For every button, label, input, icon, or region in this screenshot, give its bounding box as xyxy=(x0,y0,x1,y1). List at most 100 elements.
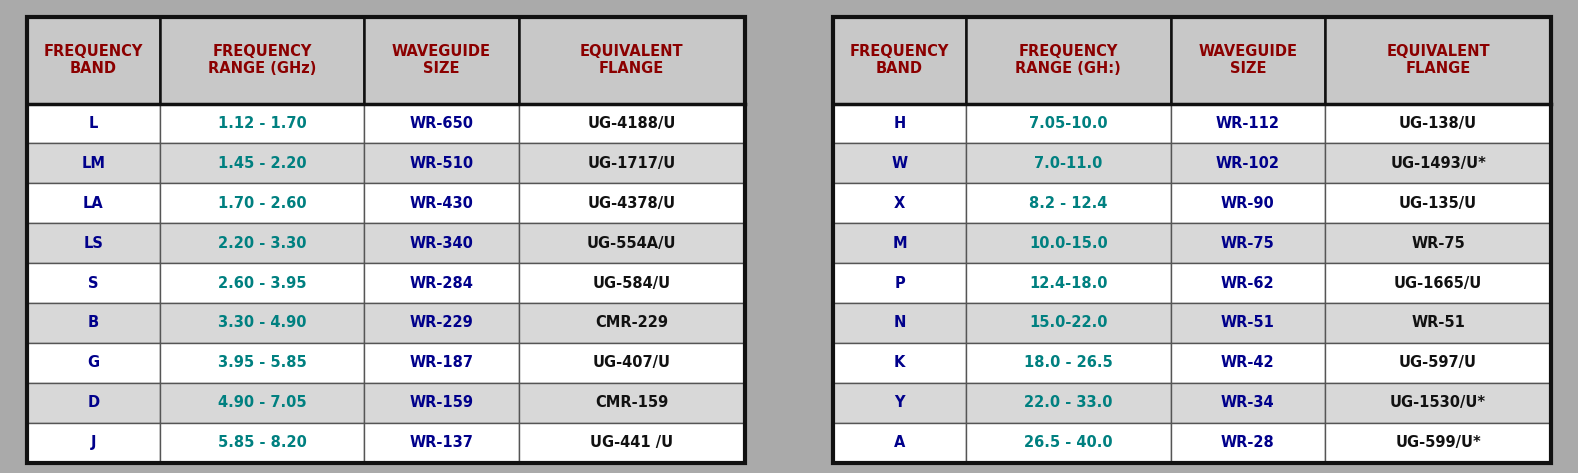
Text: A: A xyxy=(893,435,906,450)
Text: K: K xyxy=(893,355,906,370)
Bar xyxy=(966,383,1171,423)
Text: UG-1717/U: UG-1717/U xyxy=(587,156,675,171)
Text: UG-4378/U: UG-4378/U xyxy=(587,196,675,211)
Bar xyxy=(27,263,159,303)
Bar xyxy=(966,343,1171,383)
Text: CMR-229: CMR-229 xyxy=(595,315,667,331)
Bar xyxy=(519,223,745,263)
Text: WR-102: WR-102 xyxy=(1215,156,1280,171)
Bar xyxy=(519,303,745,343)
Bar xyxy=(519,184,745,223)
Bar xyxy=(833,423,966,463)
Bar xyxy=(27,104,159,143)
Text: Y: Y xyxy=(895,395,904,410)
Bar xyxy=(519,423,745,463)
Bar xyxy=(1326,263,1551,303)
Bar xyxy=(1171,223,1326,263)
Bar xyxy=(365,343,519,383)
Text: 3.30 - 4.90: 3.30 - 4.90 xyxy=(218,315,306,331)
Bar xyxy=(1171,343,1326,383)
Bar xyxy=(365,383,519,423)
Bar xyxy=(966,184,1171,223)
Bar xyxy=(365,17,519,104)
Text: B: B xyxy=(88,315,99,331)
Bar xyxy=(159,184,365,223)
Bar xyxy=(27,143,159,184)
Text: X: X xyxy=(895,196,906,211)
Text: WAVEGUIDE
SIZE: WAVEGUIDE SIZE xyxy=(391,44,491,76)
Text: WR-510: WR-510 xyxy=(409,156,473,171)
Bar xyxy=(1171,383,1326,423)
Bar xyxy=(159,223,365,263)
Text: 10.0-15.0: 10.0-15.0 xyxy=(1029,236,1108,251)
Text: UG-407/U: UG-407/U xyxy=(593,355,671,370)
Bar xyxy=(833,263,966,303)
Bar xyxy=(519,383,745,423)
Bar xyxy=(833,17,966,104)
Text: EQUIVALENT
FLANGE: EQUIVALENT FLANGE xyxy=(1387,44,1490,76)
Text: WR-159: WR-159 xyxy=(409,395,473,410)
Bar xyxy=(1171,104,1326,143)
Text: WR-42: WR-42 xyxy=(1221,355,1275,370)
Text: 5.85 - 8.20: 5.85 - 8.20 xyxy=(218,435,306,450)
Bar xyxy=(27,303,159,343)
Bar xyxy=(365,143,519,184)
Bar xyxy=(1326,143,1551,184)
Bar xyxy=(1326,223,1551,263)
Text: LM: LM xyxy=(80,156,106,171)
Bar xyxy=(159,343,365,383)
Text: 4.90 - 7.05: 4.90 - 7.05 xyxy=(218,395,306,410)
Text: WAVEGUIDE
SIZE: WAVEGUIDE SIZE xyxy=(1198,44,1297,76)
Text: 15.0-22.0: 15.0-22.0 xyxy=(1029,315,1108,331)
Text: 2.20 - 3.30: 2.20 - 3.30 xyxy=(218,236,306,251)
Text: 8.2 - 12.4: 8.2 - 12.4 xyxy=(1029,196,1108,211)
Text: WR-51: WR-51 xyxy=(1221,315,1275,331)
Text: 18.0 - 26.5: 18.0 - 26.5 xyxy=(1024,355,1112,370)
Text: 3.95 - 5.85: 3.95 - 5.85 xyxy=(218,355,306,370)
Bar xyxy=(833,343,966,383)
Bar xyxy=(365,223,519,263)
Text: P: P xyxy=(895,276,904,290)
Bar xyxy=(519,17,745,104)
Bar xyxy=(1326,383,1551,423)
Text: WR-90: WR-90 xyxy=(1221,196,1275,211)
Text: CMR-159: CMR-159 xyxy=(595,395,669,410)
Bar xyxy=(1326,184,1551,223)
Text: UG-1530/U*: UG-1530/U* xyxy=(1390,395,1486,410)
Text: UG-4188/U: UG-4188/U xyxy=(587,116,675,131)
Bar xyxy=(27,184,159,223)
Bar xyxy=(833,383,966,423)
Text: L: L xyxy=(88,116,98,131)
Text: WR-340: WR-340 xyxy=(410,236,473,251)
Bar xyxy=(27,17,745,463)
Bar xyxy=(833,303,966,343)
Text: UG-441 /U: UG-441 /U xyxy=(590,435,674,450)
Bar xyxy=(966,223,1171,263)
Text: 2.60 - 3.95: 2.60 - 3.95 xyxy=(218,276,306,290)
Text: FREQUENCY
RANGE (GH:): FREQUENCY RANGE (GH:) xyxy=(1016,44,1122,76)
Bar xyxy=(159,263,365,303)
Bar xyxy=(833,223,966,263)
Text: WR-75: WR-75 xyxy=(1221,236,1275,251)
Bar xyxy=(1171,184,1326,223)
Text: UG-597/U: UG-597/U xyxy=(1400,355,1477,370)
Text: G: G xyxy=(87,355,99,370)
Bar xyxy=(833,104,966,143)
Text: 1.45 - 2.20: 1.45 - 2.20 xyxy=(218,156,306,171)
Text: UG-584/U: UG-584/U xyxy=(593,276,671,290)
Text: S: S xyxy=(88,276,98,290)
Text: FREQUENCY
BAND: FREQUENCY BAND xyxy=(851,44,950,76)
Bar xyxy=(966,303,1171,343)
Bar xyxy=(966,104,1171,143)
Bar xyxy=(519,104,745,143)
Text: 22.0 - 33.0: 22.0 - 33.0 xyxy=(1024,395,1112,410)
Text: 7.05-10.0: 7.05-10.0 xyxy=(1029,116,1108,131)
Bar xyxy=(1171,263,1326,303)
Bar xyxy=(1326,17,1551,104)
Bar xyxy=(833,17,1551,463)
Text: WR-187: WR-187 xyxy=(409,355,473,370)
Text: D: D xyxy=(87,395,99,410)
Text: WR-430: WR-430 xyxy=(410,196,473,211)
Bar xyxy=(966,263,1171,303)
Bar xyxy=(519,143,745,184)
